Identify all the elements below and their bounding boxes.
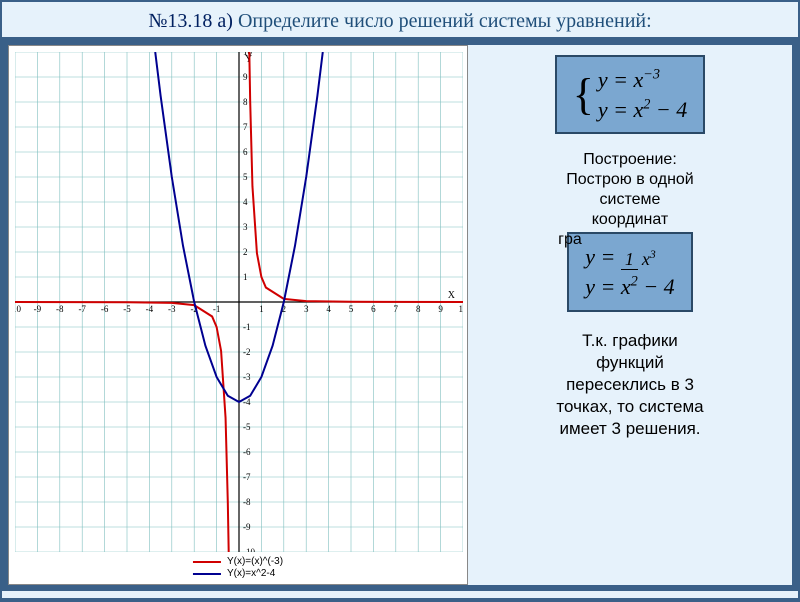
svg-text:6: 6 — [243, 147, 248, 157]
svg-text:8: 8 — [243, 97, 248, 107]
svg-text:6: 6 — [371, 304, 376, 314]
svg-text:10: 10 — [459, 304, 464, 314]
svg-text:-8: -8 — [56, 304, 64, 314]
system-formula: { y = x−3 y = x2 − 4 — [573, 65, 688, 124]
svg-text:4: 4 — [243, 197, 248, 207]
svg-text:7: 7 — [243, 122, 248, 132]
conclusion-line: точках, то система — [556, 397, 703, 416]
svg-text:3: 3 — [304, 304, 309, 314]
legend-item: Y(x)=x^2-4 — [193, 568, 283, 579]
svg-text:-3: -3 — [243, 372, 251, 382]
svg-text:-3: -3 — [168, 304, 176, 314]
svg-text:3: 3 — [243, 222, 248, 232]
alt-eq2-base: y = x — [585, 274, 630, 299]
alt-eq1-left: y = — [585, 244, 621, 269]
svg-text:-10: -10 — [15, 304, 21, 314]
brace-icon: { — [573, 77, 594, 112]
eq2-tail: − 4 — [650, 97, 687, 122]
equation-chart: -10 -9 -8 -7 -6 -5 -4 -3 -2 -1 1 2 3 4 5 6 7 8 9 10 -10 -9 -8 -… — [15, 52, 463, 552]
svg-text:-2: -2 — [243, 347, 251, 357]
system-formula-box: { y = x−3 y = x2 − 4 — [555, 55, 706, 134]
svg-text:-9: -9 — [243, 522, 251, 532]
conclusion-line: Т.к. графики — [582, 331, 678, 350]
eq1-base: y = x — [598, 67, 643, 92]
conclusion-line: имеет 3 решения. — [559, 419, 700, 438]
svg-text:-5: -5 — [243, 422, 251, 432]
header-prefix: №13.18 а) — [148, 10, 233, 32]
legend-label: Y(x)=(x)^(-3) — [227, 556, 283, 567]
slide-header: №13.18 а) Определите число решений систе… — [2, 2, 798, 39]
eq1-exp: −3 — [643, 67, 660, 83]
right-panel: { y = x−3 y = x2 − 4 Построение: Построю… — [468, 45, 792, 585]
legend-swatch — [193, 573, 221, 575]
alt-eq1-den-exp: 3 — [650, 248, 656, 261]
alt-eq2-tail: − 4 — [638, 274, 675, 299]
header-title: Определите число решений системы уравнен… — [233, 10, 652, 32]
explain-line: гра — [558, 231, 582, 248]
svg-text:2: 2 — [243, 247, 248, 257]
svg-text:-9: -9 — [34, 304, 42, 314]
svg-text:7: 7 — [394, 304, 399, 314]
eq2-base: y = x — [598, 97, 643, 122]
svg-text:4: 4 — [326, 304, 331, 314]
chart-panel: -10 -9 -8 -7 -6 -5 -4 -3 -2 -1 1 2 3 4 5 6 7 8 9 10 -10 -9 -8 -… — [8, 45, 468, 585]
svg-text:5: 5 — [243, 172, 248, 182]
alt-eq2-exp: 2 — [631, 274, 638, 290]
slide-container: №13.18 а) Определите число решений систе… — [2, 2, 798, 598]
explain-line: Построю в одной — [566, 171, 693, 188]
svg-text:-5: -5 — [123, 304, 131, 314]
legend-label: Y(x)=x^2-4 — [227, 568, 275, 579]
svg-text:1: 1 — [259, 304, 264, 314]
content-row: -10-9-8-7-6-5-4-3-2-112345678910-10-9-8-… — [2, 39, 798, 591]
legend-item: Y(x)=(x)^(-3) — [193, 556, 283, 567]
svg-text:-4: -4 — [146, 304, 154, 314]
svg-text:-10: -10 — [243, 547, 255, 552]
svg-text:-8: -8 — [243, 497, 251, 507]
svg-text:9: 9 — [438, 304, 443, 314]
svg-text:-1: -1 — [243, 322, 251, 332]
conclusion-text: Т.к. графики функций пересеклись в 3 точ… — [556, 330, 703, 440]
svg-text:-7: -7 — [78, 304, 86, 314]
svg-text:-7: -7 — [243, 472, 251, 482]
explain-line: системе — [600, 191, 661, 208]
svg-text:-1: -1 — [213, 304, 221, 314]
svg-text:5: 5 — [349, 304, 354, 314]
svg-text:-6: -6 — [243, 447, 251, 457]
alt-formula-box: y = 1x3 y = x2 − 4 — [567, 232, 692, 311]
conclusion-line: функций — [596, 353, 664, 372]
svg-text:X: X — [448, 290, 456, 301]
explain-line: координат — [592, 211, 669, 228]
alt-formula: y = 1x3 y = x2 − 4 — [585, 242, 674, 301]
svg-text:8: 8 — [416, 304, 421, 314]
alt-eq1-num: 1 — [621, 249, 638, 270]
svg-text:-6: -6 — [101, 304, 109, 314]
svg-text:1: 1 — [243, 272, 248, 282]
alt-eq1-den-base: x — [642, 249, 650, 269]
explain-line: Построение: — [583, 151, 677, 168]
conclusion-line: пересеклись в 3 — [566, 375, 694, 394]
chart-legend: Y(x)=(x)^(-3) Y(x)=x^2-4 — [193, 555, 283, 580]
legend-swatch — [193, 561, 221, 563]
svg-text:9: 9 — [243, 72, 248, 82]
